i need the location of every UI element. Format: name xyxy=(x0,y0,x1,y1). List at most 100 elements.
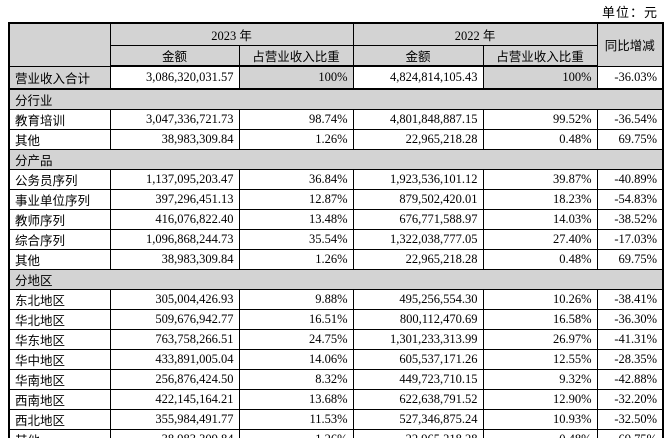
row-label-cell: 华北地区 xyxy=(8,309,111,330)
ratio-2023-cell: 11.53% xyxy=(238,409,354,430)
row-label-cell: 华南地区 xyxy=(8,369,111,390)
amount-2022-cell: 676,771,588.97 xyxy=(352,209,484,230)
table-row: 综合序列 1,096,868,244.73 35.54% 1,322,038,777.… xyxy=(8,229,664,250)
amount-2022-cell: 1,923,536,101.12 xyxy=(352,169,484,190)
ratio-2023-cell: 35.54% xyxy=(238,229,354,250)
ratio-2023-cell: 1.26% xyxy=(238,129,354,150)
amount-2023-cell: 1,096,868,244.73 xyxy=(109,229,240,250)
ratio-2022-cell: 100% xyxy=(482,65,598,90)
table-row: 华北地区 509,676,942.77 16.51% 800,112,470.69 16… xyxy=(8,309,664,330)
ratio-2022-cell: 16.58% xyxy=(482,309,598,330)
amount-2023-cell: 763,758,266.51 xyxy=(109,329,240,350)
ratio-2023-cell: 12.87% xyxy=(238,189,354,210)
yoy-change-cell: -32.20% xyxy=(596,389,664,410)
ratio-2022-cell: 12.55% xyxy=(482,349,598,370)
yoy-change-cell: -54.83% xyxy=(596,189,664,210)
row-label-cell: 综合序列 xyxy=(8,229,111,250)
yoy-change-cell: 69.75% xyxy=(596,129,664,150)
amount-2023-cell: 256,876,424.50 xyxy=(109,369,240,390)
amount-2023-cell: 38,983,309.84 xyxy=(109,429,240,438)
section-row: 分行业 xyxy=(8,88,664,110)
amount-2022-cell: 22,965,218.28 xyxy=(352,129,484,150)
yoy-change-cell: -36.54% xyxy=(596,109,664,130)
row-label-cell: 营业收入合计 xyxy=(8,65,111,90)
table-row: 华东地区 763,758,266.51 24.75% 1,301,233,313.99… xyxy=(8,329,664,350)
ratio-2022-cell: 0.48% xyxy=(482,429,598,438)
section-row: 分地区 xyxy=(8,269,664,290)
revenue-breakdown-table: 2023 年 2022 年 同比增减 金额 占营业收入比重 金额 占营业收入比重… xyxy=(8,22,665,438)
yoy-change-cell: -36.03% xyxy=(596,65,664,90)
ratio-2023-cell: 1.26% xyxy=(238,249,354,270)
row-label-cell: 事业单位序列 xyxy=(8,189,111,210)
amount-2022-cell: 22,965,218.28 xyxy=(352,429,484,438)
ratio-2022-cell: 26.97% xyxy=(482,329,598,350)
amount-2022-cell: 4,824,814,105.43 xyxy=(352,65,484,90)
ratio-2022-cell: 0.48% xyxy=(482,249,598,270)
yoy-change-cell: -38.41% xyxy=(596,289,664,310)
amount-2022-cell: 605,537,171.26 xyxy=(352,349,484,370)
row-label-cell: 公务员序列 xyxy=(8,169,111,190)
table-row: 西南地区 422,145,164.21 13.68% 622,638,791.52 12… xyxy=(8,389,664,410)
amount-2022-cell: 495,256,554.30 xyxy=(352,289,484,310)
yoy-change-header: 同比增减 xyxy=(596,22,664,67)
table-row: 东北地区 305,004,426.93 9.88% 495,256,554.30 10.… xyxy=(8,289,664,310)
amount-2022-cell: 1,301,233,313.99 xyxy=(352,329,484,350)
row-label-cell: 其他 xyxy=(8,249,111,270)
row-label-cell: 东北地区 xyxy=(8,289,111,310)
amount-2022-cell: 622,638,791.52 xyxy=(352,389,484,410)
table-row: 其他38,983,309.841.26%22,965,218.280.48%69… xyxy=(8,429,664,438)
amount-2023-cell: 509,676,942.77 xyxy=(109,309,240,330)
section-row: 分产品 xyxy=(8,149,664,170)
amount-2023-cell: 433,891,005.04 xyxy=(109,349,240,370)
amount-2023-cell: 416,076,822.40 xyxy=(109,209,240,230)
amount-2023-cell: 38,983,309.84 xyxy=(109,249,240,270)
table-row: 教师序列 416,076,822.40 13.48% 676,771,588.97 14… xyxy=(8,209,664,230)
section-label: 分产品 xyxy=(8,149,664,170)
amount-2022-header: 金额 xyxy=(352,45,484,67)
yoy-change-cell: -42.88% xyxy=(596,369,664,390)
ratio-2022-cell: 12.90% xyxy=(482,389,598,410)
ratio-2023-cell: 100% xyxy=(238,65,354,90)
amount-2022-cell: 1,322,038,777.05 xyxy=(352,229,484,250)
amount-2022-cell: 22,965,218.28 xyxy=(352,249,484,270)
amount-2022-cell: 4,801,848,887.15 xyxy=(352,109,484,130)
amount-2023-cell: 3,086,320,031.57 xyxy=(109,65,240,90)
table-row: 西北地区 355,984,491.77 11.53% 527,346,875.24 10… xyxy=(8,409,664,430)
amount-2023-cell: 305,004,426.93 xyxy=(109,289,240,310)
row-label-cell: 教师序列 xyxy=(8,209,111,230)
ratio-2023-cell: 13.48% xyxy=(238,209,354,230)
table-header: 2023 年 2022 年 同比增减 金额 占营业收入比重 金额 占营业收入比重 xyxy=(8,22,664,67)
table-row: 教育培训 3,047,336,721.73 98.74% 4,801,848,887.… xyxy=(8,109,664,130)
section-label: 分地区 xyxy=(8,269,664,290)
year-2022-header: 2022 年 xyxy=(352,22,598,46)
corner-cell xyxy=(8,22,111,67)
ratio-2022-cell: 99.52% xyxy=(482,109,598,130)
ratio-2022-header: 占营业收入比重 xyxy=(482,45,598,67)
ratio-2023-cell: 8.32% xyxy=(238,369,354,390)
amount-2023-cell: 3,047,336,721.73 xyxy=(109,109,240,130)
ratio-2023-cell: 14.06% xyxy=(238,349,354,370)
ratio-2022-cell: 14.03% xyxy=(482,209,598,230)
ratio-2022-cell: 39.87% xyxy=(482,169,598,190)
table-row: 华中地区 433,891,005.04 14.06% 605,537,171.26 12… xyxy=(8,349,664,370)
yoy-change-cell: -32.50% xyxy=(596,409,664,430)
amount-2023-cell: 38,983,309.84 xyxy=(109,129,240,150)
yoy-change-cell: -28.35% xyxy=(596,349,664,370)
year-2023-header: 2023 年 xyxy=(109,22,354,46)
ratio-2022-cell: 18.23% xyxy=(482,189,598,210)
table-row: 华南地区 256,876,424.50 8.32% 449,723,710.15 9.3… xyxy=(8,369,664,390)
ratio-2023-cell: 13.68% xyxy=(238,389,354,410)
yoy-change-cell: 69.75% xyxy=(596,249,664,270)
ratio-2022-cell: 0.48% xyxy=(482,129,598,150)
table-row: 公务员序列 1,137,095,203.47 36.84% 1,923,536,101… xyxy=(8,169,664,190)
yoy-change-cell: -40.89% xyxy=(596,169,664,190)
yoy-change-cell: -41.31% xyxy=(596,329,664,350)
amount-2023-cell: 397,296,451.13 xyxy=(109,189,240,210)
ratio-2023-header: 占营业收入比重 xyxy=(238,45,354,67)
amount-2023-cell: 1,137,095,203.47 xyxy=(109,169,240,190)
yoy-change-cell: -38.52% xyxy=(596,209,664,230)
ratio-2023-cell: 9.88% xyxy=(238,289,354,310)
ratio-2022-cell: 9.32% xyxy=(482,369,598,390)
